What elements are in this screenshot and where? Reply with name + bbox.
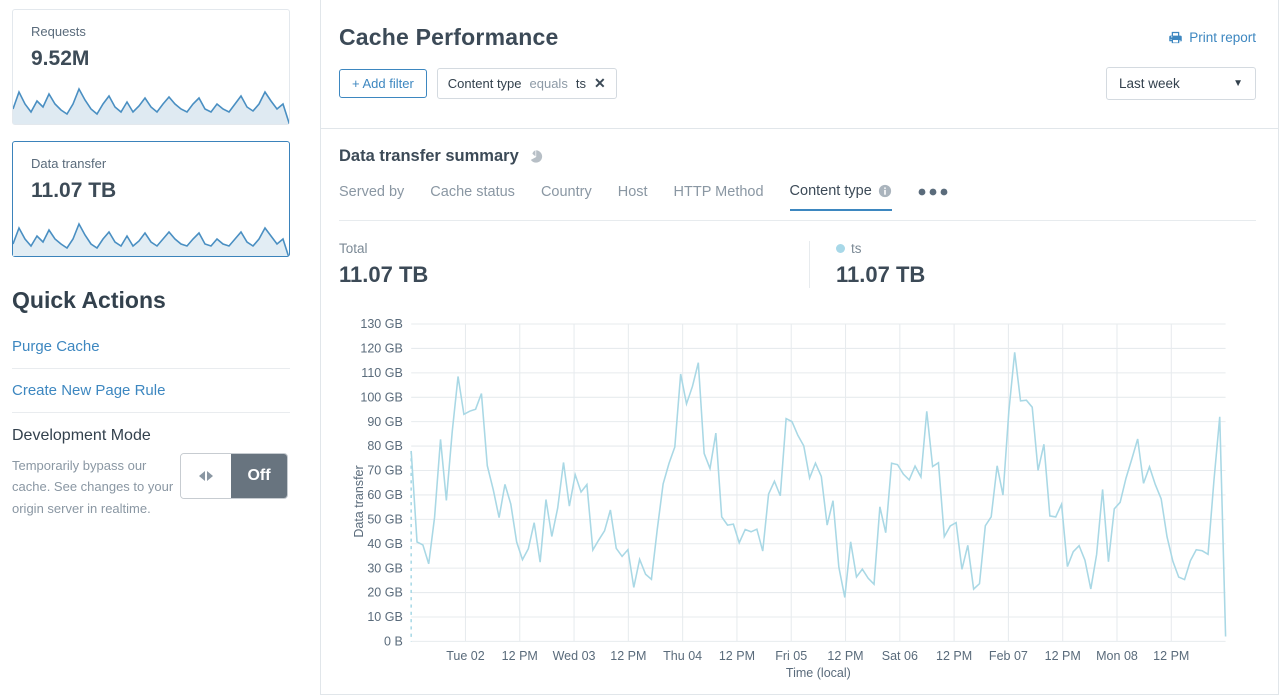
svg-text:0 B: 0 B (384, 635, 403, 649)
svg-text:110 GB: 110 GB (361, 366, 403, 380)
svg-text:Time (local): Time (local) (786, 666, 851, 680)
svg-text:10 GB: 10 GB (367, 610, 402, 624)
svg-text:Tue 02: Tue 02 (446, 649, 485, 663)
svg-text:12 PM: 12 PM (610, 649, 646, 663)
svg-text:Data transfer: Data transfer (352, 465, 366, 537)
svg-text:Thu 04: Thu 04 (663, 649, 702, 663)
svg-text:12 PM: 12 PM (502, 649, 538, 663)
svg-text:80 GB: 80 GB (367, 439, 402, 453)
svg-text:60 GB: 60 GB (367, 488, 402, 502)
svg-text:12 PM: 12 PM (719, 649, 755, 663)
svg-text:50 GB: 50 GB (367, 513, 402, 527)
svg-text:12 PM: 12 PM (827, 649, 863, 663)
svg-text:Fri 05: Fri 05 (775, 649, 807, 663)
svg-text:100 GB: 100 GB (360, 390, 402, 404)
svg-text:120 GB: 120 GB (360, 342, 402, 356)
svg-text:Mon 08: Mon 08 (1096, 649, 1138, 663)
svg-text:40 GB: 40 GB (367, 537, 402, 551)
svg-text:70 GB: 70 GB (367, 464, 402, 478)
svg-text:Wed 03: Wed 03 (553, 649, 596, 663)
svg-text:12 PM: 12 PM (1045, 649, 1081, 663)
svg-text:12 PM: 12 PM (936, 649, 972, 663)
svg-text:Sat 06: Sat 06 (882, 649, 918, 663)
svg-text:90 GB: 90 GB (367, 415, 402, 429)
svg-text:130 GB: 130 GB (360, 317, 402, 331)
svg-text:30 GB: 30 GB (367, 561, 402, 575)
svg-text:12 PM: 12 PM (1153, 649, 1189, 663)
svg-text:Feb 07: Feb 07 (989, 649, 1028, 663)
svg-text:20 GB: 20 GB (367, 586, 402, 600)
